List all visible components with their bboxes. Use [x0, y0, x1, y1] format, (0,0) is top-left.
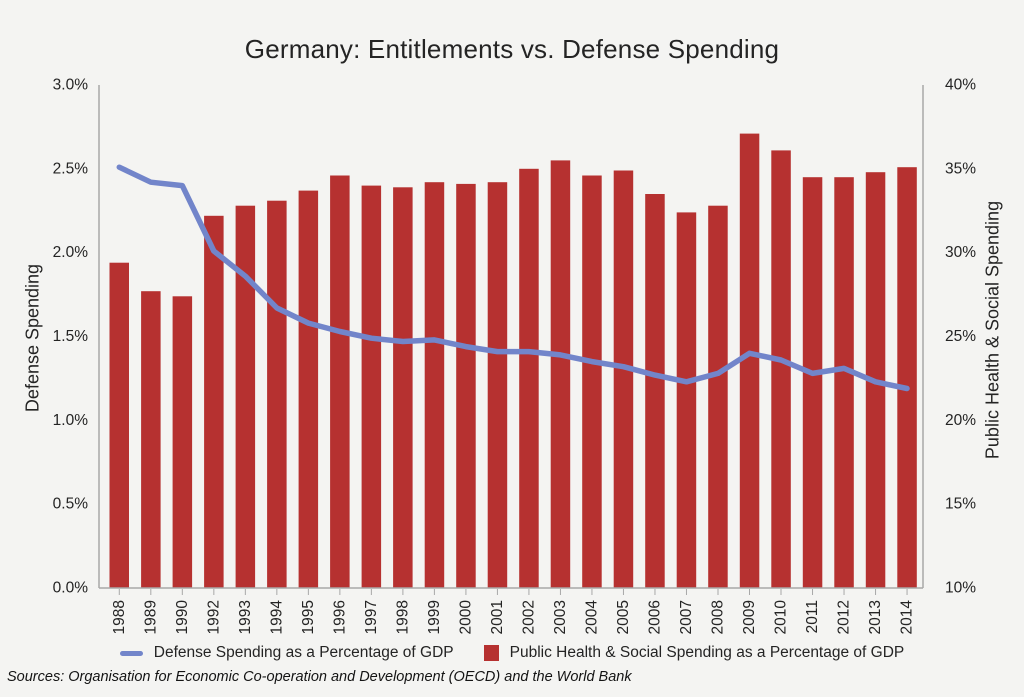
- x-axis-label-1999: 1999: [426, 600, 443, 634]
- x-axis-label-2008: 2008: [709, 600, 726, 634]
- bar-1988: [109, 262, 129, 588]
- x-axis-label-2010: 2010: [773, 600, 790, 635]
- bar-2011: [802, 177, 823, 588]
- x-axis-label-1996: 1996: [331, 600, 348, 634]
- right-axis-tick-label: 25%: [945, 328, 976, 345]
- x-axis-label-2013: 2013: [867, 600, 884, 634]
- right-axis-tick-label: 40%: [945, 77, 976, 94]
- bar-swatch-icon: [483, 645, 499, 661]
- bar-1998: [393, 187, 413, 589]
- source-note: Sources: Organisation for Economic Co-op…: [7, 669, 632, 685]
- defense-spending-line: [116, 164, 910, 392]
- left-axis-tick-label: 3.0%: [53, 77, 89, 94]
- x-axis-label-1988: 1988: [111, 600, 128, 634]
- legend-item-health-bars: Public Health & Social Spending as a Per…: [483, 644, 905, 662]
- x-axis-label-2000: 2000: [457, 600, 474, 635]
- bar-2005: [613, 170, 634, 588]
- bar-1999: [424, 182, 445, 588]
- legend-label-health: Public Health & Social Spending as a Per…: [509, 644, 905, 661]
- bar-2006: [645, 194, 665, 588]
- left-axis-tick-label: 2.5%: [53, 160, 89, 177]
- right-axis-tick-label: 35%: [945, 160, 976, 177]
- bar-2008: [708, 205, 728, 588]
- x-axis-label-1995: 1995: [300, 600, 317, 634]
- bar-2004: [582, 175, 602, 588]
- x-axis-label-1990: 1990: [174, 600, 191, 635]
- x-axis-label-2012: 2012: [836, 600, 853, 634]
- x-axis-label-1993: 1993: [237, 600, 254, 634]
- x-axis-label-1998: 1998: [394, 600, 411, 634]
- bar-2002: [519, 168, 539, 589]
- x-axis-label-2006: 2006: [646, 600, 663, 634]
- legend: Defense Spending as a Percentage of GDP …: [0, 644, 1024, 662]
- x-axis-label-2014: 2014: [899, 600, 916, 635]
- bar-1994: [267, 200, 287, 588]
- right-axis-tick-label: 15%: [945, 496, 976, 513]
- bar-2010: [771, 150, 791, 588]
- x-axis-label-2011: 2011: [804, 600, 821, 633]
- bar-1993: [235, 205, 256, 588]
- line-swatch-icon: [119, 650, 143, 656]
- bar-2003: [550, 160, 571, 588]
- x-axis-label-1992: 1992: [205, 600, 222, 634]
- left-axis-tick-label: 1.0%: [53, 412, 89, 429]
- bar-1996: [330, 175, 350, 588]
- right-axis-title: Public Health & Social Spending: [982, 200, 1003, 460]
- bar-1989: [141, 291, 161, 588]
- legend-label-defense: Defense Spending as a Percentage of GDP: [153, 644, 454, 661]
- left-axis-title: Defense Spending: [22, 263, 43, 413]
- x-axis-label-2005: 2005: [615, 600, 632, 634]
- legend-item-defense-line: Defense Spending as a Percentage of GDP: [119, 644, 454, 662]
- left-axis-tick-label: 0.5%: [53, 496, 89, 513]
- x-axis-label-2003: 2003: [552, 600, 569, 634]
- bar-1997: [361, 185, 382, 588]
- left-axis-tick-label: 1.5%: [53, 328, 89, 345]
- bar-2009: [739, 133, 760, 588]
- right-axis-tick-label: 20%: [945, 412, 976, 429]
- bar-1992: [204, 215, 224, 589]
- x-axis-label-1997: 1997: [363, 600, 380, 634]
- bar-2001: [487, 182, 508, 588]
- bar-1995: [298, 190, 319, 588]
- x-axis-label-2009: 2009: [741, 600, 758, 634]
- x-axis-label-2002: 2002: [520, 600, 537, 634]
- bar-2014: [897, 167, 917, 588]
- x-axis-label-2001: 2001: [489, 600, 506, 634]
- right-axis-tick-label: 10%: [945, 580, 976, 597]
- left-axis-tick-label: 2.0%: [53, 244, 89, 261]
- left-axis-tick-label: 0.0%: [53, 580, 89, 597]
- x-axis-label-1989: 1989: [142, 600, 159, 634]
- chart-title: Germany: Entitlements vs. Defense Spendi…: [244, 34, 780, 64]
- bar-2000: [456, 183, 476, 588]
- x-axis-label-1994: 1994: [268, 600, 285, 635]
- x-axis-label-2007: 2007: [678, 600, 695, 634]
- right-axis-tick-label: 30%: [945, 244, 976, 261]
- bar-2012: [834, 177, 854, 588]
- bar-1990: [172, 296, 193, 588]
- bar-2007: [676, 212, 697, 588]
- x-axis-label-2004: 2004: [583, 600, 600, 635]
